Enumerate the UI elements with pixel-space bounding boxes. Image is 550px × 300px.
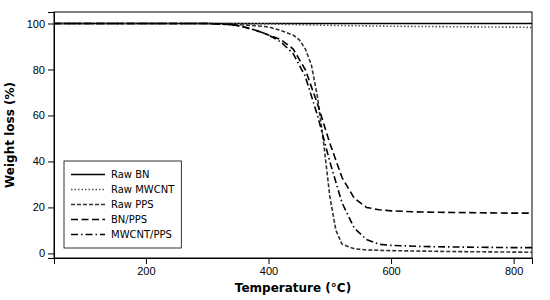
- tick: 20: [33, 201, 54, 213]
- legend-items: Raw BN Raw MWCNT Raw PPS BN/PPS MWCNT/PPS: [71, 169, 175, 240]
- y-axis-title: Weight loss (%): [3, 82, 17, 188]
- legend-swatch: [71, 234, 105, 236]
- legend-label: BN/PPS: [111, 214, 147, 225]
- line: [54, 23, 532, 27]
- plot-frame: [54, 12, 532, 258]
- tick-label: 800: [505, 265, 523, 277]
- tick: 600: [382, 258, 400, 277]
- legend-item: MWCNT/PPS: [71, 229, 172, 240]
- x-axis-title: Temperature (°C): [235, 281, 351, 295]
- tick-mark: [391, 258, 392, 264]
- tick-mark: [48, 69, 54, 70]
- tick-mark: [146, 258, 147, 264]
- x-axis: 200 400 600 800: [55, 258, 533, 277]
- tick-label: 400: [260, 265, 278, 277]
- y-axis: 0 20 40 60 80 100: [27, 13, 55, 260]
- line: [54, 23, 532, 213]
- legend-swatch: [71, 174, 105, 176]
- tick-label: 200: [137, 265, 155, 277]
- tick-mark: [48, 207, 54, 208]
- tick-mark: [48, 253, 54, 254]
- legend-label: Raw BN: [111, 169, 150, 180]
- legend-item: Raw PPS: [71, 199, 154, 210]
- tick-label: 80: [33, 63, 45, 75]
- legend-item: Raw MWCNT: [71, 184, 175, 195]
- legend-box: [64, 161, 181, 248]
- legend-item: Raw BN: [71, 169, 150, 180]
- plot: 200400600800020406080100Raw BNRaw MWCNTR…: [27, 12, 533, 277]
- legend-label: Raw MWCNT: [111, 184, 175, 195]
- line: [54, 23, 532, 247]
- tick: 400: [260, 258, 278, 277]
- tick: 200: [137, 258, 155, 277]
- tick-mark: [514, 258, 515, 264]
- tick: 0: [39, 247, 54, 259]
- tick: 100: [27, 18, 54, 30]
- tick-mark: [48, 23, 54, 24]
- legend-swatch: [71, 204, 105, 206]
- legend-swatch: [71, 189, 105, 191]
- tick-mark: [268, 258, 269, 264]
- tick-label: 20: [33, 201, 45, 213]
- legend-label: MWCNT/PPS: [111, 229, 172, 240]
- tick: 800: [505, 258, 523, 277]
- tick: 80: [33, 63, 54, 75]
- legend-item: BN/PPS: [71, 214, 147, 225]
- lines: [54, 23, 532, 252]
- tick: 40: [33, 155, 54, 167]
- legend-swatch: [71, 219, 105, 221]
- chart: 200400600800020406080100Raw BNRaw MWCNTR…: [0, 0, 550, 300]
- tick-mark: [48, 115, 54, 116]
- tick-label: 600: [382, 265, 400, 277]
- tick: 60: [33, 109, 54, 121]
- tick-label: 40: [33, 155, 45, 167]
- axis-line: [55, 259, 533, 265]
- tick-label: 100: [27, 18, 45, 30]
- axis-line: [48, 13, 55, 259]
- tick-label: 60: [33, 109, 45, 121]
- legend: Raw BN Raw MWCNT Raw PPS BN/PPS MWCNT/PPS: [64, 161, 181, 248]
- tick-mark: [48, 161, 54, 162]
- tick-label: 0: [39, 247, 45, 259]
- line: [54, 23, 532, 252]
- legend-label: Raw PPS: [111, 199, 154, 210]
